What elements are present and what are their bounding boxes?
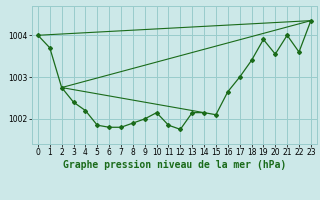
X-axis label: Graphe pression niveau de la mer (hPa): Graphe pression niveau de la mer (hPa): [63, 160, 286, 170]
